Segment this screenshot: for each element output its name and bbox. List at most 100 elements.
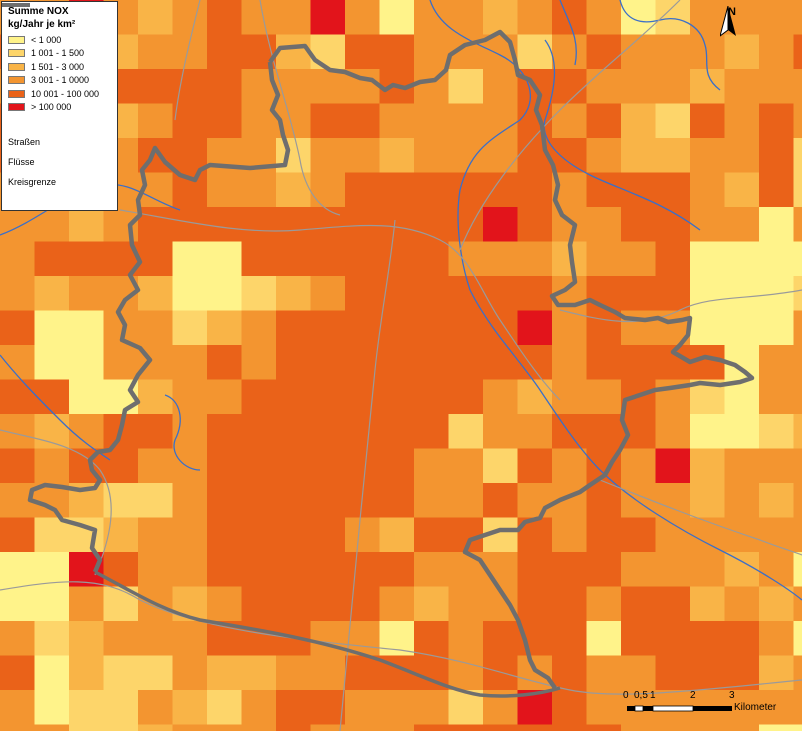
grid-cell [724, 276, 760, 312]
grid-cell [586, 207, 622, 243]
grid-cell [690, 448, 726, 484]
grid-cell [552, 586, 588, 622]
grid-cell [34, 207, 70, 243]
grid-cell [759, 724, 795, 731]
grid-cell [552, 724, 588, 731]
grid-cell [276, 552, 312, 588]
grid-cell [379, 448, 415, 484]
grid-cell [345, 310, 381, 346]
grid-cell [241, 690, 277, 726]
grid-cell [724, 586, 760, 622]
grid-cell [138, 448, 174, 484]
grid-cell [621, 655, 657, 691]
grid-cell [690, 655, 726, 691]
grid-cell [69, 241, 105, 277]
grid-cell [586, 586, 622, 622]
grid-cell [655, 724, 691, 731]
grid-cell [103, 483, 139, 519]
grid-cell [690, 207, 726, 243]
grid-cell [793, 552, 802, 588]
grid-cell [517, 552, 553, 588]
grid-cell [448, 586, 484, 622]
grid-cell [724, 448, 760, 484]
grid-cell [138, 34, 174, 70]
grid-cell [759, 207, 795, 243]
grid-cell [414, 241, 450, 277]
road-line [174, 0, 201, 121]
grid-cell [0, 724, 36, 731]
grid-cell [586, 379, 622, 415]
scale-tick-label: 3 [729, 690, 735, 701]
grid-cell [0, 241, 36, 277]
grid-cell [414, 517, 450, 553]
grid-cell [345, 655, 381, 691]
grid-cell [310, 690, 346, 726]
grid-cell [655, 172, 691, 208]
grid-cell [793, 345, 802, 381]
grid-cell [655, 241, 691, 277]
grid-cell [483, 138, 519, 174]
grid-cell [448, 655, 484, 691]
grid-cell [241, 0, 277, 36]
grid-cell [690, 483, 726, 519]
grid-cell [34, 690, 70, 726]
grid-cell [241, 448, 277, 484]
grid-cell [517, 207, 553, 243]
grid-cell [793, 655, 802, 691]
grid-cell [310, 379, 346, 415]
grid-cell [241, 345, 277, 381]
grid-cell [483, 207, 519, 243]
north-label: N [728, 6, 736, 18]
grid-cell [517, 34, 553, 70]
grid-cell [310, 69, 346, 105]
grid-cell [103, 621, 139, 657]
grid-cell [276, 69, 312, 105]
legend-class: 3 001 - 1 0000 [8, 74, 111, 88]
grid-cell [241, 379, 277, 415]
grid-cell [138, 241, 174, 277]
grid-cell [207, 0, 243, 36]
grid-cell [172, 517, 208, 553]
grid-cell [207, 379, 243, 415]
grid-cell [34, 655, 70, 691]
grid-cell [655, 69, 691, 105]
grid-cell [724, 483, 760, 519]
grid-cell [138, 379, 174, 415]
grid-cell [552, 414, 588, 450]
grid-cell [138, 621, 174, 657]
grid-cell [586, 0, 622, 36]
grid-cell [276, 586, 312, 622]
grid-cell [483, 483, 519, 519]
grid-cell [414, 345, 450, 381]
grid-cell [310, 0, 346, 36]
grid-cell [793, 0, 802, 36]
grid-cell [552, 690, 588, 726]
map-legend: Summe NOX kg/Jahr je km² < 1 000 1 001 -… [1, 1, 118, 211]
grid-cell [345, 414, 381, 450]
grid-cell [207, 69, 243, 105]
grid-cell [138, 0, 174, 36]
grid-cell [276, 241, 312, 277]
grid-cell [586, 310, 622, 346]
grid-cell [379, 241, 415, 277]
grid-cell [379, 379, 415, 415]
grid-cell [379, 414, 415, 450]
grid-cell [793, 34, 802, 70]
grid-cell [552, 138, 588, 174]
grid-cell [310, 586, 346, 622]
road-line [559, 289, 802, 323]
grid-cell [172, 310, 208, 346]
grid-cell [207, 724, 243, 731]
legend-swatch [8, 49, 25, 58]
grid-cell [414, 34, 450, 70]
grid-cell [69, 690, 105, 726]
grid-cell [310, 552, 346, 588]
grid-cell [172, 724, 208, 731]
grid-cell [310, 483, 346, 519]
grid-cell [310, 345, 346, 381]
grid-cell [138, 690, 174, 726]
grid-cell [621, 69, 657, 105]
grid-cell [552, 345, 588, 381]
grid-cell [276, 0, 312, 36]
